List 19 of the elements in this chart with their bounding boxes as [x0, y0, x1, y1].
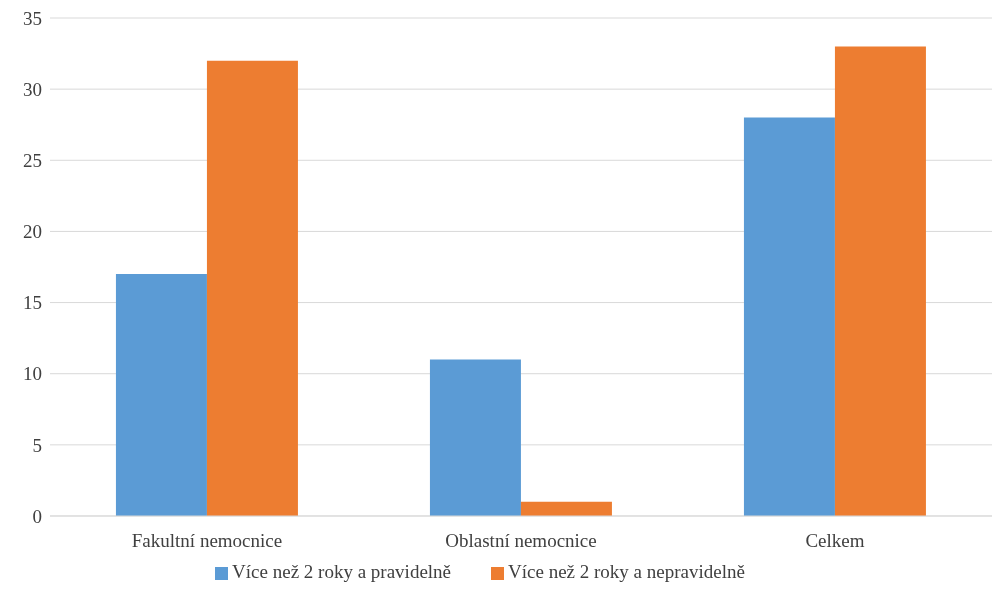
bar [429, 359, 521, 516]
bar [834, 46, 926, 516]
legend-label: Více než 2 roky a nepravidelně [508, 561, 745, 582]
y-tick-label: 15 [23, 292, 42, 314]
y-tick-label: 0 [32, 505, 42, 527]
y-tick-label: 5 [32, 434, 42, 456]
x-tick-label: Oblastní nemocnice [445, 530, 597, 552]
y-tick-label: 10 [23, 363, 42, 385]
bar [520, 501, 612, 516]
y-tick-label: 30 [23, 78, 42, 100]
x-tick-label: Celkem [805, 530, 865, 552]
bar [206, 60, 298, 516]
x-tick-label: Fakultní nemocnice [131, 530, 283, 552]
bar [743, 117, 835, 516]
y-tick-label: 25 [23, 150, 42, 172]
y-tick-label: 35 [23, 7, 42, 29]
bar [115, 274, 207, 516]
y-tick-label: 20 [23, 221, 42, 243]
legend-label: Více než 2 roky a pravidelně [232, 561, 452, 582]
